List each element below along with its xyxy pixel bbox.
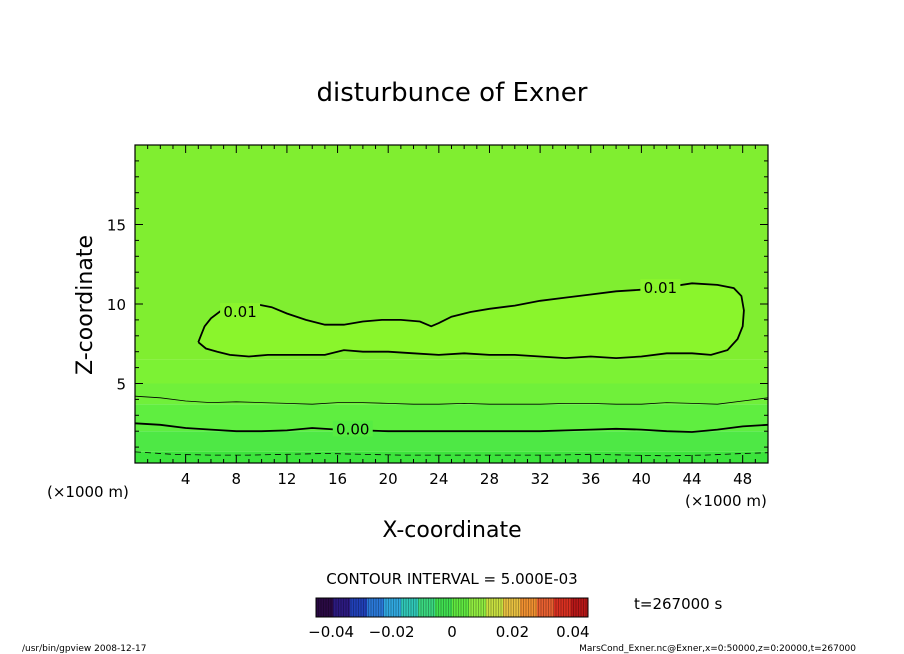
- colorbar-tick-label-3: 0.02: [496, 623, 529, 641]
- colorbar-segment-1: [333, 598, 351, 617]
- inner-region-fill: [198, 283, 744, 359]
- colorbar-segment-4: [384, 598, 402, 617]
- colorbar-tick-label-1: −0.02: [369, 623, 415, 641]
- x-tick-label-40: 40: [632, 470, 651, 488]
- colorbar-frame: [315, 597, 589, 618]
- x-tick-label-12: 12: [277, 470, 296, 488]
- y-axis-label: Z-coordinate: [73, 235, 98, 375]
- x-tick-label-16: 16: [328, 470, 347, 488]
- color-band-1: [135, 431, 768, 452]
- contour-line-0: [197, 282, 745, 360]
- color-band-3: [135, 383, 768, 405]
- y-tick-label-15: 15: [107, 217, 126, 235]
- contour-label-bg-1-0: [332, 420, 373, 437]
- colorbar-segment-9: [469, 598, 487, 617]
- x-tick-label-32: 32: [531, 470, 550, 488]
- color-band-4: [135, 359, 768, 384]
- color-band-0: [135, 451, 768, 463]
- x-tick-label-48: 48: [733, 470, 752, 488]
- colorbar-tick-label-0: −0.04: [308, 623, 354, 641]
- x-tick-label-20: 20: [379, 470, 398, 488]
- x-tick-label-24: 24: [429, 470, 448, 488]
- colorbar-tick-label-4: 0.04: [556, 623, 589, 641]
- x-axis-ticks: 4 8 12 16 20 24 28 32 36 40 44 48: [134, 145, 769, 488]
- chart-title: disturbunce of Exner: [317, 78, 588, 108]
- contour-label-1-0: 0.00: [336, 421, 369, 439]
- x-unit-label-right: (×1000 m): [685, 492, 767, 510]
- colorbar-segment-6: [418, 598, 436, 617]
- contour-label-0-0: 0.01: [223, 303, 256, 321]
- contour-label-bg-0-0: [220, 302, 261, 319]
- x-tick-label-36: 36: [581, 470, 600, 488]
- y-axis-ticks: 5 10 15: [107, 144, 768, 464]
- colorbar-segment-14: [554, 598, 572, 617]
- y-tick-label-10: 10: [107, 296, 126, 314]
- contour-labels: 0.01 0.01 0.00: [220, 279, 681, 439]
- colorbar: [315, 597, 589, 618]
- colorbar-tick-label-2: 0: [447, 623, 457, 641]
- time-label: t=267000 s: [634, 595, 722, 613]
- plot-area: 0.01 0.01 0.00: [134, 144, 769, 464]
- x-tick-label-44: 44: [682, 470, 701, 488]
- contour-line-3: [134, 451, 769, 457]
- footer-left: /usr/bin/gpview 2008-12-17: [22, 644, 146, 654]
- colorbar-tick-labels: −0.04 −0.02 0 0.02 0.04: [308, 623, 589, 641]
- contour-label-0-1: 0.01: [644, 279, 677, 297]
- footer-right: MarsCond_Exner.nc@Exner,x=0:50000,z=0:20…: [579, 644, 856, 654]
- colorbar-segment-15: [571, 598, 589, 617]
- contour-interval-text: CONTOUR INTERVAL = 5.000E-03: [326, 570, 577, 588]
- colorbar-segment-0: [316, 598, 334, 617]
- x-axis-label: X-coordinate: [382, 518, 521, 543]
- x-tick-label-4: 4: [181, 470, 191, 488]
- x-unit-label-left: (×1000 m): [47, 483, 129, 501]
- x-tick-label-28: 28: [480, 470, 499, 488]
- colorbar-segment-5: [401, 598, 419, 617]
- y-tick-label-5: 5: [116, 376, 126, 394]
- colorbar-segment-11: [503, 598, 521, 617]
- colorbar-segment-10: [486, 598, 504, 617]
- x-tick-label-8: 8: [232, 470, 242, 488]
- contour-line-1: [134, 422, 769, 433]
- contour-label-bg-0-1: [640, 279, 681, 296]
- color-band-2: [135, 404, 768, 432]
- contour-lines: [134, 282, 769, 457]
- contour-line-2: [134, 395, 769, 405]
